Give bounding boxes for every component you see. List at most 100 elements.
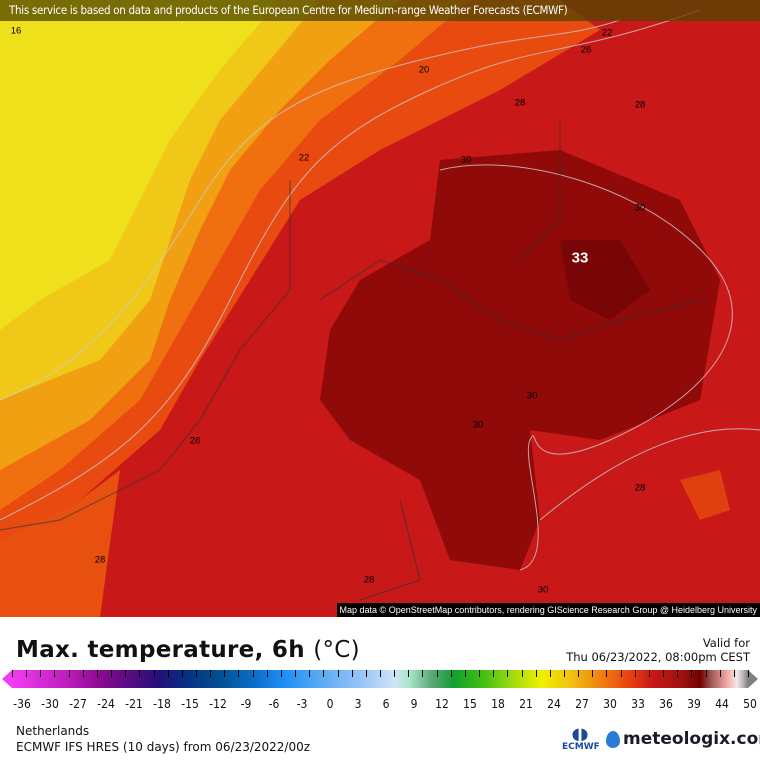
colorbar-tick	[26, 670, 28, 677]
contour-label: 28	[189, 435, 201, 447]
colorbar-tick	[224, 670, 226, 677]
colorbar-tick	[677, 670, 679, 677]
contour-label: 28	[514, 97, 526, 109]
colorbar-tick	[408, 670, 410, 677]
colorbar-tick	[663, 670, 665, 677]
colorbar-tick-label: 24	[547, 697, 561, 711]
colorbar-tick	[719, 670, 721, 677]
title-text: Max. temperature, 6h	[16, 637, 305, 663]
colorbar-tick	[733, 670, 735, 677]
colorbar-tick	[252, 670, 254, 677]
contour-label: 30	[526, 390, 538, 402]
colorbar-tick	[507, 670, 509, 677]
colorbar-tick	[464, 670, 466, 677]
colorbar-tick	[634, 670, 636, 677]
colorbar-tick-label: -3	[296, 697, 308, 711]
colorbar-tick-label: -18	[153, 697, 171, 711]
colorbar-tick	[606, 670, 608, 677]
colorbar-tick	[394, 670, 396, 677]
contour-label: 30	[537, 584, 549, 596]
contour-label: 28	[634, 482, 646, 494]
colorbar-tick	[295, 670, 297, 677]
colorbar-tick-label: 6	[382, 697, 390, 711]
colorbar-tick-label: 9	[410, 697, 418, 711]
colorbar-tick	[96, 670, 98, 677]
title-unit: (°C)	[313, 637, 360, 663]
colorbar-tick	[210, 670, 212, 677]
colorbar-tick-label: 44	[715, 697, 729, 711]
contour-label: 22	[601, 27, 613, 39]
colorbar-tick-label: -27	[69, 697, 87, 711]
colorbar-tick	[705, 670, 707, 677]
colorbar-tick	[40, 670, 42, 677]
colorbar-tick-label: 21	[519, 697, 533, 711]
colorbar-tick-label: 15	[463, 697, 477, 711]
colorbar-tick-label: 39	[687, 697, 701, 711]
colorbar-tick	[196, 670, 197, 677]
colorbar-tick	[12, 670, 13, 677]
colorbar-tick	[493, 670, 495, 677]
colorbar-tick	[181, 670, 183, 677]
colorbar-tick	[167, 670, 169, 677]
colorbar-tick	[436, 670, 438, 677]
colorbar-tick-label: 12	[435, 697, 449, 711]
meteologix-logo-text: meteologix.com	[623, 729, 760, 749]
colorbar-tick-label: -21	[125, 697, 143, 711]
colorbar-tick	[238, 670, 240, 677]
colorbar-tick	[450, 670, 452, 677]
colorbar-tick	[82, 670, 84, 677]
colorbar-tick-label: 0	[326, 697, 334, 711]
colorbar-tick	[521, 670, 523, 677]
colorbar-tick	[748, 670, 749, 677]
contour-label: 33	[571, 249, 589, 267]
colorbar-tick-label: 30	[603, 697, 617, 711]
contour-label: 30	[472, 419, 484, 431]
colorbar-tick	[422, 670, 424, 677]
colorbar-tick-label: -30	[41, 697, 59, 711]
valid-time: Thu 06/23/2022, 08:00pm CEST	[566, 650, 750, 664]
contour-label: 28	[363, 574, 375, 586]
colorbar-tick	[280, 670, 282, 677]
colorbar-tick-label: 36	[659, 697, 673, 711]
temperature-map[interactable]: This service is based on data and produc…	[0, 0, 760, 617]
colorbar-tick	[648, 670, 650, 677]
chart-title: Max. temperature, 6h (°C)	[16, 637, 360, 663]
ecmwf-logo[interactable]: ◖◗ ECMWF	[562, 724, 600, 753]
contour-label: 30	[634, 202, 646, 214]
valid-label: Valid for	[702, 636, 750, 650]
contour-label: 28	[94, 554, 106, 566]
colorbar-left-arrow	[2, 670, 12, 688]
colorbar-tick	[337, 670, 339, 677]
colorbar-tick-label: -6	[268, 697, 280, 711]
region-name: Netherlands	[16, 724, 90, 738]
colorbar-tick	[266, 670, 268, 677]
colorbar-tick	[153, 670, 155, 677]
ecmwf-logo-text: ECMWF	[562, 742, 600, 752]
colorbar-tick-label: 3	[354, 697, 362, 711]
colorbar-tick-label: -12	[209, 697, 227, 711]
colorbar-tick-label: -9	[240, 697, 252, 711]
colorbar-tick	[691, 670, 693, 677]
contour-label: 16	[10, 25, 22, 37]
model-info: ECMWF IFS HRES (10 days) from 06/23/2022…	[16, 740, 311, 754]
meteologix-logo[interactable]: meteologix.com	[606, 729, 760, 749]
colorbar-tick	[380, 670, 381, 677]
colorbar-tick	[578, 670, 580, 677]
colorbar-tick-label: 33	[631, 697, 645, 711]
colorbar-tick-label: -24	[97, 697, 115, 711]
colorbar-tick	[620, 670, 622, 677]
map-attribution[interactable]: Map data © OpenStreetMap contributors, r…	[336, 603, 760, 617]
temperature-field	[0, 0, 760, 617]
contour-label: 20	[418, 64, 430, 76]
colorbar-tick	[592, 670, 594, 677]
colorbar-tick	[68, 670, 70, 677]
colorbar-tick	[54, 670, 56, 677]
colorbar-tick	[323, 670, 325, 677]
contour-label: 28	[634, 99, 646, 111]
colorbar-tick-label: -15	[181, 697, 199, 711]
colorbar-tick	[549, 670, 551, 677]
colorbar-tick	[125, 670, 127, 677]
colorbar-tick	[535, 670, 537, 677]
colorbar-tick-label: -36	[13, 697, 31, 711]
contour-label: 26	[580, 44, 592, 56]
